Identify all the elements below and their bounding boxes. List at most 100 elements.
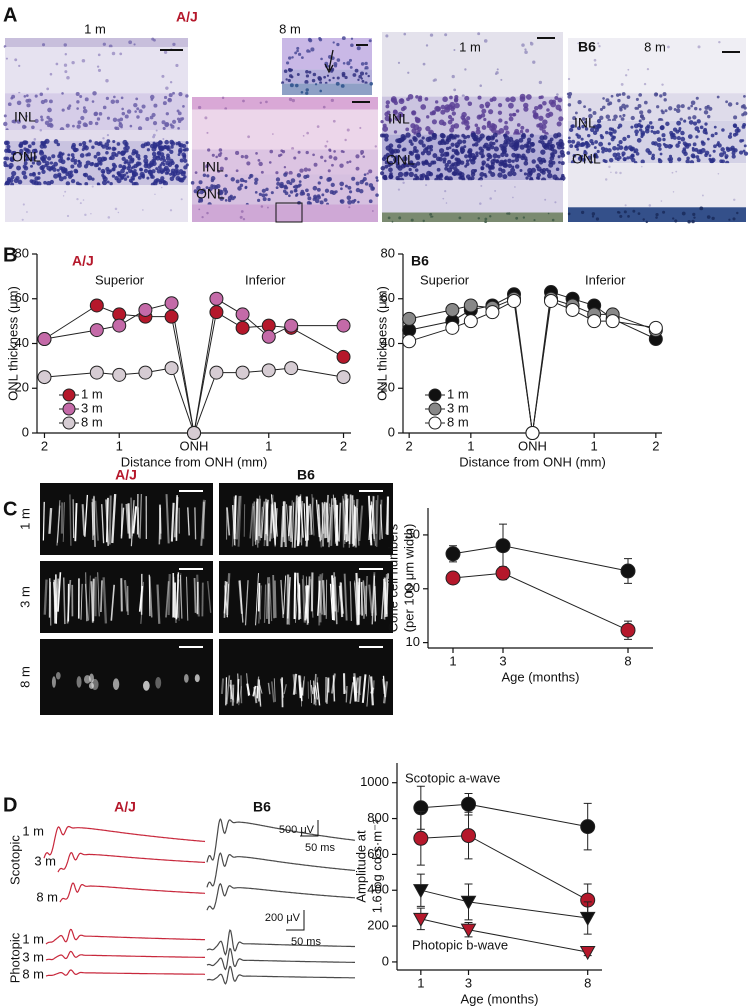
nucleus [701, 141, 706, 146]
nucleus [584, 127, 589, 131]
nucleus [680, 104, 685, 109]
nucleus [312, 185, 318, 191]
nucleus [661, 110, 665, 115]
marker [209, 365, 224, 380]
nucleus [635, 151, 640, 156]
nucleus [519, 129, 524, 134]
nucleus [616, 143, 620, 147]
nucleus [431, 215, 434, 218]
nucleus [196, 191, 200, 195]
nucleus [647, 109, 652, 114]
nucleus [170, 145, 174, 149]
cone-signal [101, 504, 105, 544]
nucleus [270, 191, 274, 195]
nucleus [162, 101, 167, 106]
cone-signal [43, 579, 48, 615]
nucleus [558, 160, 561, 164]
nucleus [139, 171, 145, 177]
nucleus [306, 131, 309, 135]
nucleus [499, 159, 505, 165]
nucleus [509, 143, 514, 148]
cone-signal [342, 495, 345, 548]
nucleus [296, 173, 302, 178]
nucleus [391, 98, 398, 104]
cone-signal [226, 583, 230, 618]
nucleus [476, 126, 480, 131]
nucleus [617, 155, 622, 160]
nucleus [640, 130, 646, 136]
cone-signal [345, 685, 348, 703]
legend-label: 3 m [447, 400, 469, 415]
x-tick-label: ONH [518, 438, 547, 453]
nucleus [105, 151, 109, 155]
nucleus [690, 104, 694, 108]
nucleus [591, 215, 595, 218]
nucleus [319, 200, 324, 205]
nucleus [128, 40, 133, 45]
cone-signal [292, 674, 297, 695]
nucleus [29, 172, 33, 177]
nucleus [94, 121, 99, 126]
nucleus [25, 94, 29, 97]
nucleus [397, 188, 401, 191]
nucleus [40, 115, 43, 119]
nucleus [264, 193, 268, 197]
cone-signal [338, 502, 342, 542]
nucleus [308, 70, 312, 74]
nucleus [145, 141, 151, 147]
nucleus [300, 56, 304, 60]
cone-signal [172, 576, 177, 623]
nucleus [618, 93, 622, 96]
nucleus [431, 135, 437, 141]
nucleus [339, 199, 343, 203]
nucleus [393, 130, 398, 134]
nucleus [568, 127, 574, 133]
nucleus [584, 141, 589, 145]
nucleus [350, 37, 354, 40]
nucleus [443, 151, 449, 157]
nucleus [483, 117, 487, 122]
nucleus [333, 156, 338, 161]
nucleus [113, 95, 116, 99]
nucleus [39, 92, 44, 97]
nucleus [518, 137, 524, 143]
nucleus [298, 180, 302, 184]
cone-signal [236, 679, 240, 704]
nucleus [481, 125, 487, 130]
nucleus [690, 100, 696, 106]
nucleus [547, 212, 550, 215]
nucleus [662, 142, 666, 146]
nucleus [505, 97, 511, 102]
cone-signal [385, 496, 389, 535]
erg-trace [45, 928, 206, 945]
nucleus [436, 167, 441, 172]
nucleus [601, 150, 605, 154]
marker [261, 329, 276, 344]
nucleus [421, 162, 426, 166]
cone-signal [100, 580, 103, 613]
cone-signal [149, 576, 153, 618]
nucleus [512, 196, 514, 199]
nucleus [593, 58, 597, 62]
nucleus [669, 132, 675, 138]
cone-signal [293, 572, 297, 620]
nucleus [283, 69, 288, 73]
nucleus [572, 116, 577, 121]
nucleus [460, 150, 465, 154]
nucleus [328, 79, 331, 82]
cone-signal [293, 495, 298, 548]
marker [507, 293, 521, 308]
nucleus [645, 148, 651, 153]
nucleus [637, 212, 641, 215]
nucleus [361, 79, 365, 83]
nucleus [415, 149, 419, 153]
nucleus [617, 98, 621, 103]
nucleus [384, 160, 389, 165]
nucleus [538, 115, 544, 121]
nucleus [350, 43, 354, 48]
nucleus [413, 146, 417, 150]
nucleus [557, 97, 563, 103]
nucleus [520, 125, 525, 130]
nucleus [594, 63, 597, 67]
nucleus [290, 75, 294, 79]
